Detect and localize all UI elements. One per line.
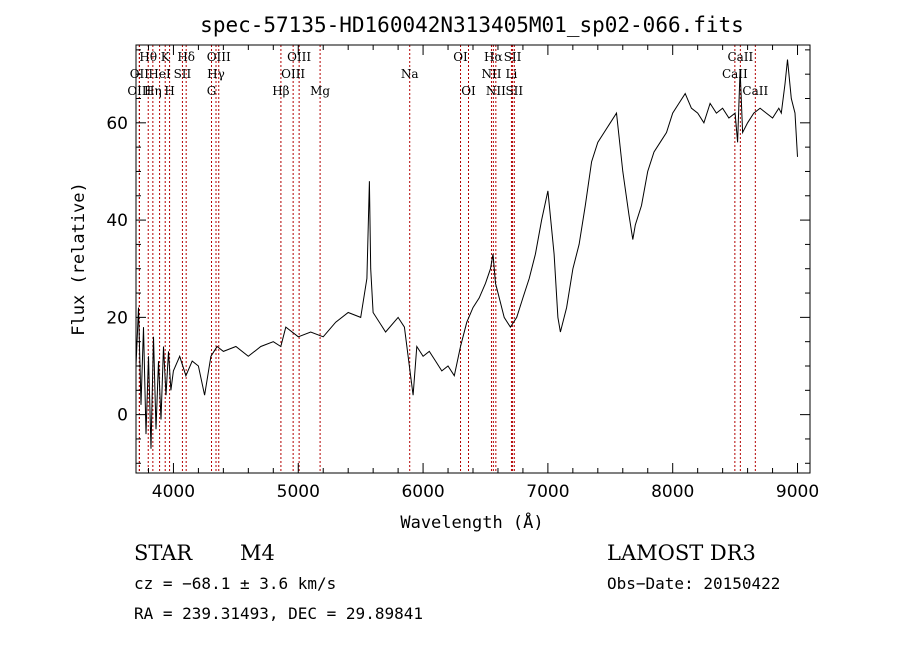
x-axis-label: Wavelength (Å) (400, 511, 543, 533)
y-tick-label-1: 20 (106, 308, 128, 328)
observation-date: Obs−Date: 20150422 (607, 574, 780, 593)
x-tick-label-2: 6000 (401, 482, 444, 502)
line-label-21: NII (481, 67, 501, 81)
line-label-0: Hθ (139, 50, 157, 64)
spectral-line-markers (138, 45, 756, 473)
ra-dec-text: RA = 239.31493, DEC = 29.89841 (134, 604, 423, 623)
line-label-26: CaII (722, 67, 748, 81)
line-label-18: OI (461, 84, 476, 98)
y-axis-ticks: 0 20 40 60 (106, 49, 810, 464)
object-type: STAR (134, 541, 193, 565)
line-label-25: CaII (727, 50, 753, 64)
line-label-20: SII (504, 50, 522, 64)
line-label-22: Li (506, 67, 518, 81)
survey-name: LAMOST DR3 (607, 541, 756, 565)
line-label-13: OIII (281, 67, 305, 81)
x-tick-label-4: 8000 (651, 482, 694, 502)
line-label-7: H (164, 84, 174, 98)
line-label-10: Hγ (207, 67, 225, 81)
line-label-16: Na (401, 67, 419, 81)
object-subclass: M4 (240, 541, 275, 565)
chart-title: spec-57135-HD160042N313405M01_sp02-066.f… (200, 13, 744, 37)
line-label-5: Hη (144, 84, 162, 98)
y-tick-label-0: 0 (117, 406, 128, 426)
line-label-15: Mg (310, 84, 330, 98)
x-tick-label-0: 4000 (152, 482, 195, 502)
x-axis-ticks: 4000 5000 6000 7000 8000 9000 (147, 45, 819, 502)
line-label-14: Hβ (272, 84, 289, 98)
line-label-12: OIII (287, 50, 311, 64)
x-tick-label-1: 5000 (277, 482, 320, 502)
line-label-11: G (207, 84, 217, 98)
x-tick-label-5: 9000 (776, 482, 819, 502)
spectrum-series (135, 59, 798, 449)
redshift-text: cz = −68.1 ± 3.6 km/s (134, 574, 336, 593)
line-label-9: OIII (207, 50, 231, 64)
line-label-8: Hδ (177, 50, 195, 64)
y-tick-label-2: 40 (106, 211, 128, 231)
line-label-4: HeI (148, 67, 171, 81)
line-label-17: OI (453, 50, 468, 64)
line-label-19: Hα (484, 50, 503, 64)
line-label-24: SII (505, 84, 523, 98)
y-axis-label: Flux (relative) (69, 182, 89, 336)
line-label-3: K (161, 50, 171, 64)
x-tick-label-3: 7000 (526, 482, 569, 502)
line-label-6: SII (174, 67, 192, 81)
plot-frame (135, 44, 811, 474)
line-label-23: NII (486, 84, 506, 98)
y-tick-label-3: 60 (106, 114, 128, 134)
line-label-2: OIII (127, 84, 151, 98)
line-label-27: CaII (742, 84, 768, 98)
